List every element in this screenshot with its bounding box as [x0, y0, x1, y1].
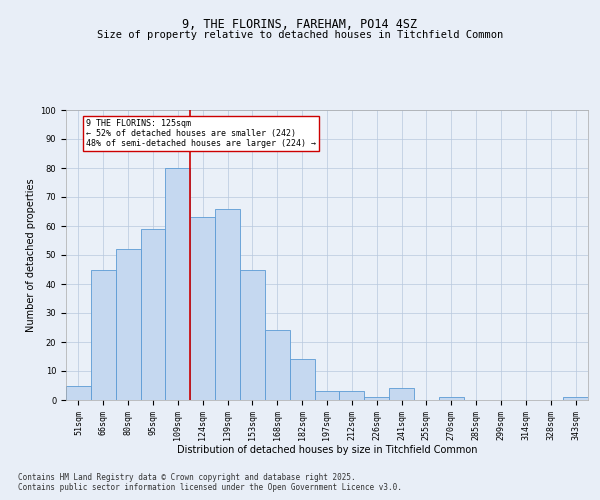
Bar	[215, 208, 240, 400]
Bar	[240, 270, 265, 400]
Bar	[91, 270, 116, 400]
Bar	[66, 386, 91, 400]
Bar	[166, 168, 190, 400]
Y-axis label: Number of detached properties: Number of detached properties	[26, 178, 37, 332]
Bar	[265, 330, 290, 400]
Text: 9 THE FLORINS: 125sqm
← 52% of detached houses are smaller (242)
48% of semi-det: 9 THE FLORINS: 125sqm ← 52% of detached …	[86, 118, 316, 148]
Bar	[563, 397, 588, 400]
Bar	[314, 392, 340, 400]
Bar	[439, 397, 464, 400]
Bar	[364, 397, 389, 400]
X-axis label: Distribution of detached houses by size in Titchfield Common: Distribution of detached houses by size …	[177, 446, 477, 456]
Text: Contains HM Land Registry data © Crown copyright and database right 2025.
Contai: Contains HM Land Registry data © Crown c…	[18, 472, 402, 492]
Bar	[340, 392, 364, 400]
Bar	[116, 249, 140, 400]
Text: Size of property relative to detached houses in Titchfield Common: Size of property relative to detached ho…	[97, 30, 503, 40]
Bar	[190, 218, 215, 400]
Text: 9, THE FLORINS, FAREHAM, PO14 4SZ: 9, THE FLORINS, FAREHAM, PO14 4SZ	[182, 18, 418, 30]
Bar	[389, 388, 414, 400]
Bar	[290, 360, 314, 400]
Bar	[140, 229, 166, 400]
